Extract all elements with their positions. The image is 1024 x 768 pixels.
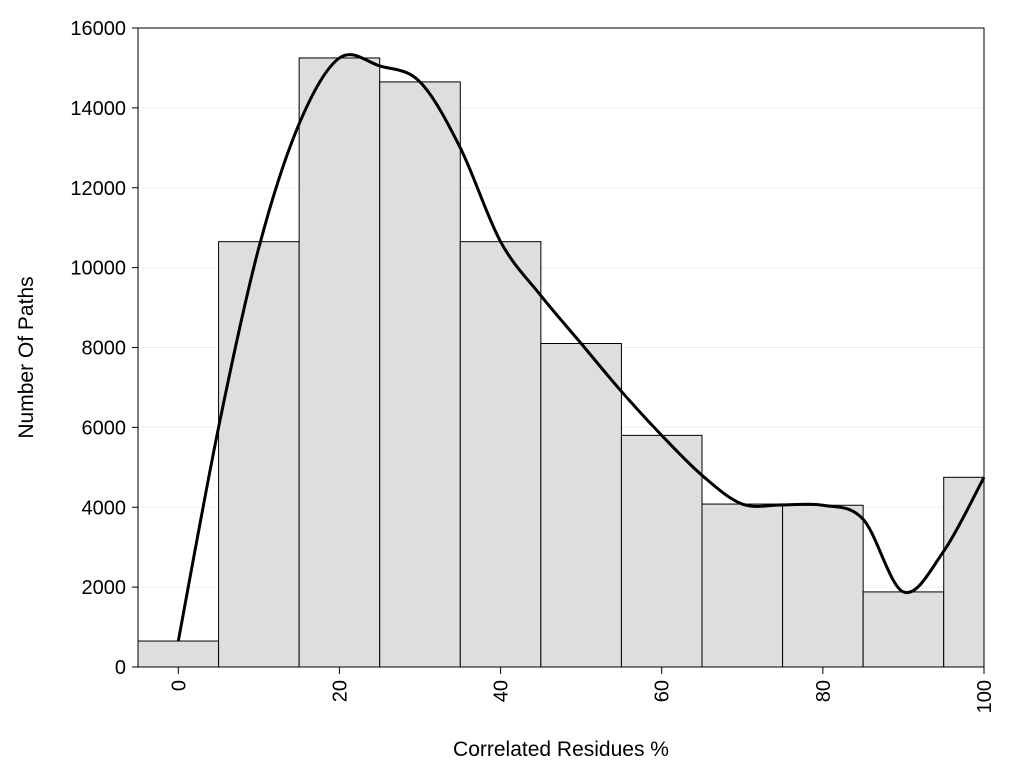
bar: [620, 434, 703, 668]
y-tick-label: 8000: [82, 338, 127, 360]
x-tick-label: 40: [491, 680, 513, 702]
x-tick-label: 60: [652, 680, 674, 702]
bar: [379, 81, 461, 668]
bar: [137, 640, 220, 668]
bar: [862, 591, 945, 668]
bar: [701, 503, 784, 668]
bars: [137, 57, 985, 668]
bar: [540, 343, 622, 668]
x-tick-label: 80: [813, 680, 835, 702]
x-tick-label: 0: [168, 680, 190, 691]
bar: [943, 476, 985, 668]
x-tick-label: 100: [974, 680, 996, 713]
bar: [218, 241, 300, 668]
y-tick-label: 14000: [70, 98, 126, 120]
bar: [459, 241, 542, 668]
x-axis-ticks: 0 20 40 60 80 100: [168, 667, 996, 713]
y-tick-label: 16000: [70, 18, 126, 40]
y-tick-label: 4000: [82, 497, 127, 519]
bar: [782, 504, 864, 668]
y-tick-label: 6000: [82, 417, 127, 439]
bar: [298, 57, 381, 668]
y-tick-label: 2000: [82, 577, 127, 599]
y-tick-label: 12000: [70, 178, 126, 200]
x-tick-label: 20: [329, 680, 351, 702]
y-axis-label: Number Of Paths: [15, 276, 38, 438]
y-tick-label: 0: [115, 657, 126, 679]
smooth-curve: [176, 53, 986, 642]
x-axis-label: Correlated Residues %: [453, 738, 669, 761]
y-axis-ticks: 0 2000 4000 6000 8000 10000 12000 14000 16000: [70, 18, 138, 679]
y-tick-label: 10000: [70, 258, 126, 280]
